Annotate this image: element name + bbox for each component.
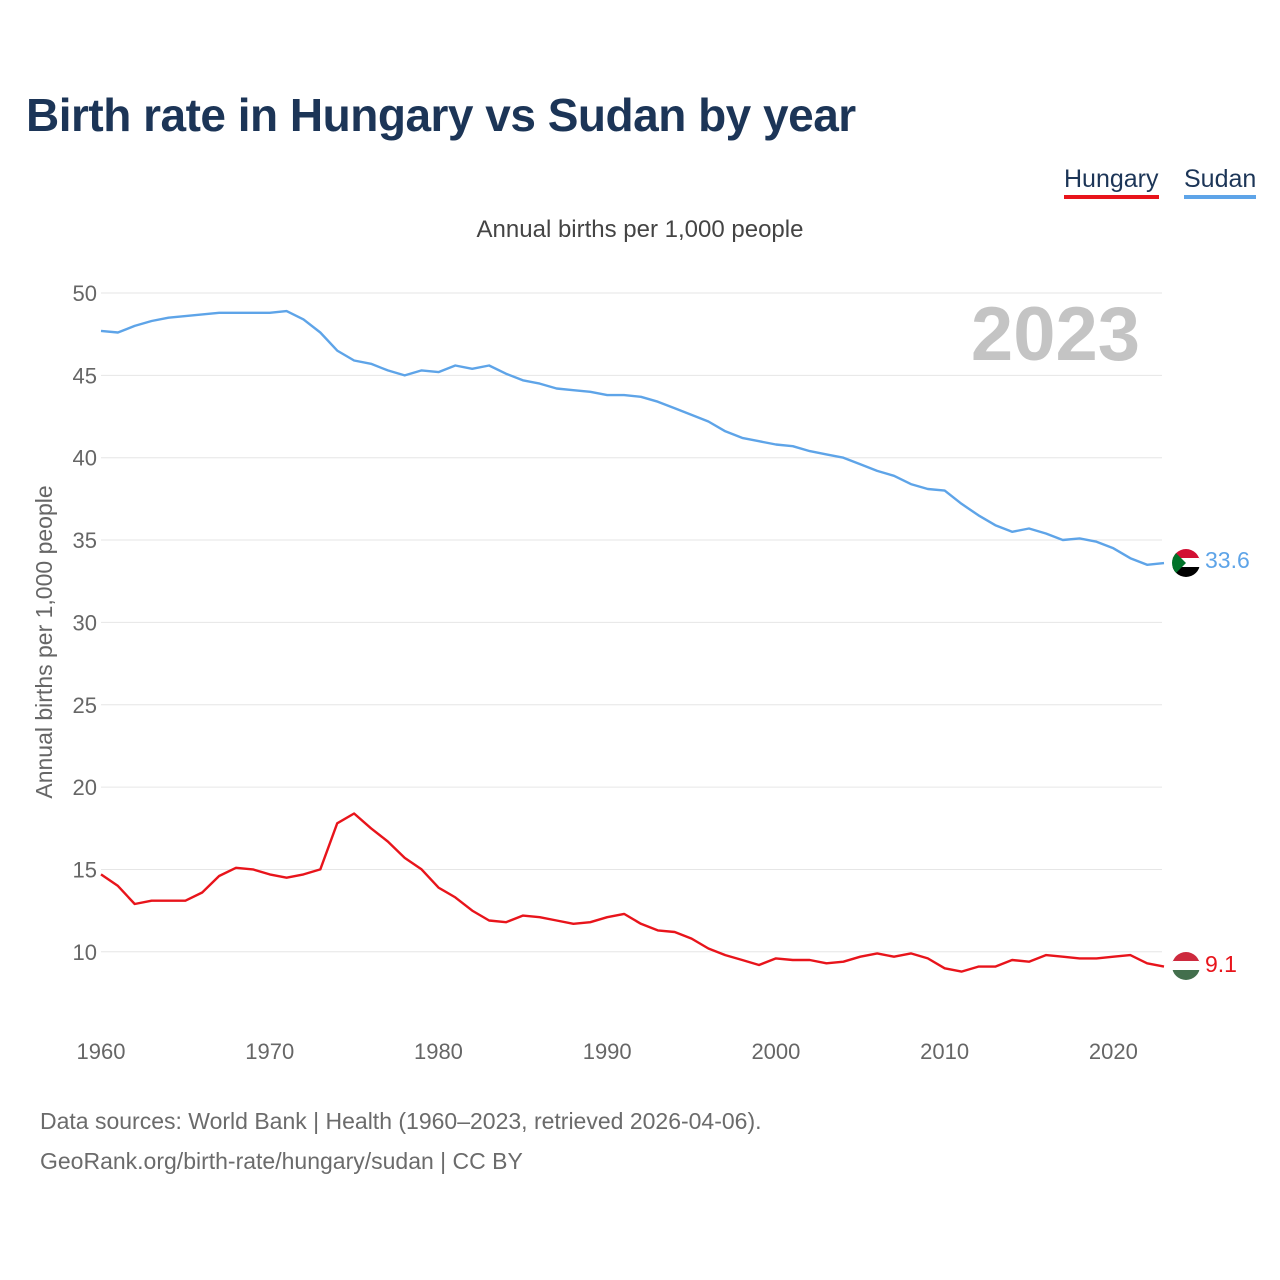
y-axis-title: Annual births per 1,000 people: [31, 485, 57, 798]
legend-item-sudan[interactable]: Sudan: [1184, 164, 1257, 199]
y-tick-label: 30: [73, 610, 97, 635]
x-tick-label: 1960: [77, 1039, 126, 1064]
x-tick-label: 1980: [414, 1039, 463, 1064]
footer-source: Data sources: World Bank | Health (1960–…: [40, 1108, 762, 1134]
y-tick-label: 50: [73, 281, 97, 306]
hungary-end-value-label: 9.1: [1205, 951, 1237, 977]
y-tick-label: 35: [73, 528, 97, 553]
y-tick-label: 40: [73, 446, 97, 471]
page-title: Birth rate in Hungary vs Sudan by year: [26, 89, 856, 141]
y-tick-label: 20: [73, 775, 97, 800]
series-line-hungary[interactable]: [100, 812, 1165, 973]
legend-item-hungary[interactable]: Hungary: [1064, 164, 1159, 199]
y-tick-label: 25: [73, 693, 97, 718]
x-tick-label: 1970: [245, 1039, 294, 1064]
x-tick-label: 2020: [1089, 1039, 1138, 1064]
x-tick-label: 2010: [920, 1039, 969, 1064]
y-tick-label: 15: [73, 857, 97, 882]
current-year-label: 2023: [971, 292, 1140, 377]
footer-link[interactable]: GeoRank.org/birth-rate/hungary/sudan | C…: [40, 1148, 523, 1174]
y-tick-label: 45: [73, 363, 97, 388]
series-line-sudan[interactable]: [100, 309, 1165, 566]
sudan-flag-icon: [1172, 549, 1200, 577]
hungary-flag-icon: [1172, 952, 1200, 980]
x-tick-label: 2000: [751, 1039, 800, 1064]
y-tick-label: 10: [73, 940, 97, 965]
sudan-end-value-label: 33.6: [1205, 547, 1250, 573]
chart-subtitle: Annual births per 1,000 people: [476, 216, 804, 243]
x-tick-label: 1990: [583, 1039, 632, 1064]
line-chart: 10 15 20 25 30 35 40 45 50 1960 1970 1980 1990 2000 2…: [31, 281, 1250, 1064]
